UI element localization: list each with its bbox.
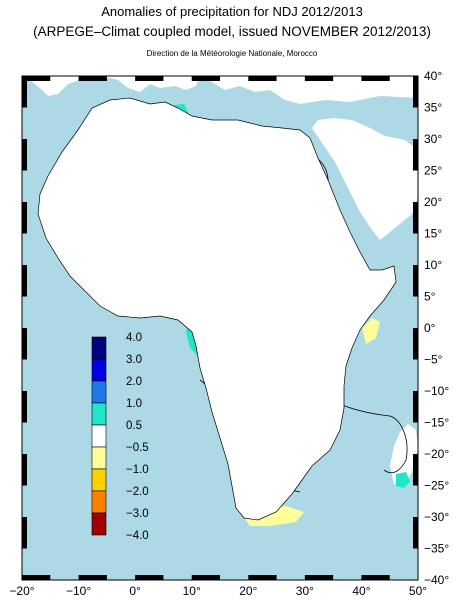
longitude-tick-label: 30° (296, 584, 314, 598)
latitude-tick-label: 15° (424, 227, 442, 241)
border-block-bottom (22, 575, 51, 580)
longitude-tick-label: 20° (239, 584, 257, 598)
latitude-tick-label: 5° (424, 290, 436, 304)
border-block-left (22, 139, 27, 171)
legend-swatch (91, 512, 107, 536)
border-block-bottom (191, 575, 220, 580)
map-credit: Direction de la Météorologie Nationale, … (146, 49, 318, 58)
border-block-bottom (361, 575, 390, 580)
latitude-tick-label: −20° (424, 447, 449, 461)
latitude-tick-label: 35° (424, 101, 442, 115)
border-block-left (22, 265, 27, 297)
border-block-left (22, 454, 27, 486)
graticule-border (22, 76, 418, 580)
legend-swatch (91, 336, 107, 360)
legend-label: 4.0 (126, 332, 142, 344)
latitude-tick-label: 30° (424, 132, 442, 146)
balkans-anatolia-landmass (200, 76, 418, 104)
legend-swatch (91, 380, 107, 404)
longitude-tick-label: −20° (9, 584, 34, 598)
legend-label: 0.5 (126, 420, 142, 432)
border-block-left (22, 202, 27, 234)
border-block-right (413, 265, 418, 297)
legend-label: 3.0 (126, 354, 142, 366)
border-block-right (413, 76, 418, 108)
border-block-top (304, 76, 334, 81)
border-block-bottom (78, 575, 107, 580)
legend-label: −4.0 (126, 530, 149, 542)
border-block-top (135, 76, 164, 81)
latitude-tick-label: −5° (424, 353, 443, 367)
border-block-bottom (248, 575, 277, 580)
border-block-right (413, 202, 418, 234)
longitude-tick-label: 40° (352, 584, 370, 598)
latitude-tick-label: 20° (424, 195, 442, 209)
border-block-top (78, 76, 107, 81)
border-block-left (22, 517, 27, 549)
legend-label: −2.0 (126, 486, 149, 498)
latitude-tick-label: −15° (424, 416, 449, 430)
border-block-right (413, 328, 418, 360)
legend-swatch (91, 402, 107, 426)
border-block-top (361, 76, 390, 81)
latitude-tick-label: 40° (424, 69, 442, 83)
latitude-tick-label: 25° (424, 164, 442, 178)
border-block-bottom (304, 575, 334, 580)
legend-label: 1.0 (126, 398, 142, 410)
south-africa-dry-anomaly (244, 506, 304, 526)
longitude-tick-label: −10° (66, 584, 91, 598)
border-block-right (413, 517, 418, 549)
map-body (22, 76, 418, 580)
madagascar-landmass (390, 424, 418, 486)
latitude-tick-label: −10° (424, 384, 449, 398)
border-block-left (22, 328, 27, 360)
legend-colorbar: 4.0 3.0 2.0 1.0 0.5 −0.5 −1.0 −2.0 −3.0 −4.0 (91, 332, 149, 542)
legend-swatch (91, 358, 107, 382)
border-block-right (413, 139, 418, 171)
latitude-labels: 40° 35° 30° 25° 20° 15° 10° 5° 0° −5° −10° −15° −20°… (424, 69, 449, 587)
contour-east (339, 403, 408, 474)
latitude-tick-label: −25° (424, 479, 449, 493)
border-block-top (191, 76, 220, 81)
longitude-labels: −20° −10° 0° 10° 20° 30° 40° 50° (9, 584, 427, 598)
latitude-tick-label: 10° (424, 258, 442, 272)
somalia-dry-anomaly (362, 318, 380, 344)
border-block-top (22, 76, 51, 81)
legend-label: 2.0 (126, 376, 142, 388)
longitude-tick-label: 50° (409, 584, 427, 598)
longitude-tick-label: 10° (183, 584, 201, 598)
legend-label: −3.0 (126, 508, 149, 520)
latitude-tick-label: 0° (424, 321, 436, 335)
latitude-tick-label: −40° (424, 573, 449, 587)
border-block-right (413, 454, 418, 486)
legend-label: −1.0 (126, 464, 149, 476)
legend-swatch (91, 490, 107, 514)
border-block-left (22, 391, 27, 423)
latitude-tick-label: −30° (424, 510, 449, 524)
border-block-bottom (135, 575, 164, 580)
border-block-top (248, 76, 277, 81)
legend-label: −0.5 (126, 442, 149, 454)
latitude-tick-label: −35° (424, 542, 449, 556)
border-block-right (413, 391, 418, 423)
map-title: Anomalies of precipitation for NDJ 2012/… (101, 4, 363, 19)
border-block-left (22, 76, 27, 108)
legend-swatch (91, 424, 107, 448)
madagascar-wet-anomaly (396, 472, 410, 488)
longitude-tick-label: 0° (129, 584, 141, 598)
legend-swatch (91, 468, 107, 492)
map-subtitle: (ARPEGE–Climat coupled model, issued NOV… (33, 24, 431, 39)
arabia-landmass (312, 118, 418, 240)
legend-swatch (91, 446, 107, 470)
